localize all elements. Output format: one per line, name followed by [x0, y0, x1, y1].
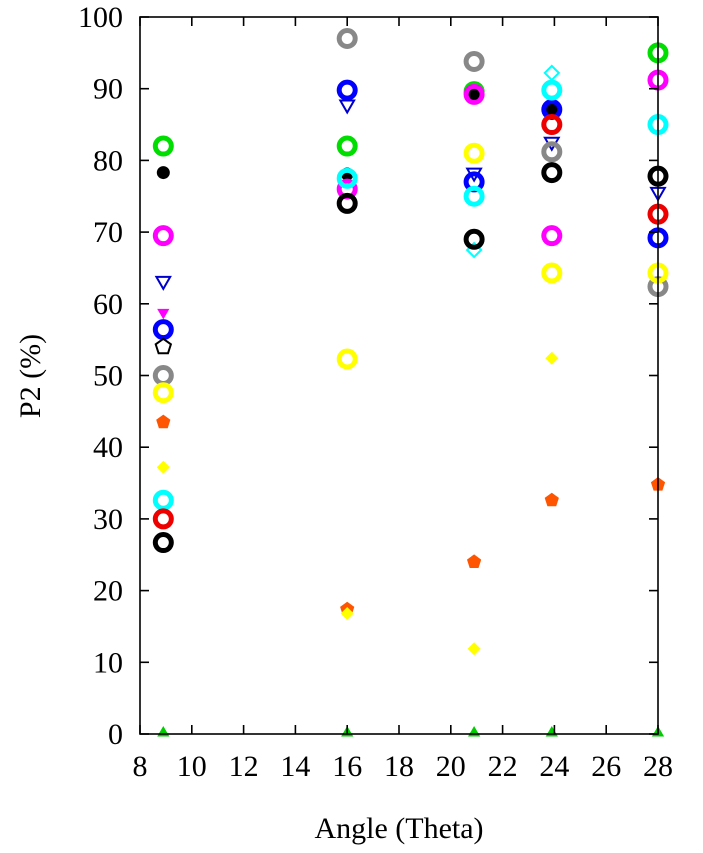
data-point-s11-3 — [541, 79, 563, 101]
data-point-s1-0 — [156, 166, 170, 180]
data-point-s12-1 — [543, 64, 561, 82]
data-point-s14-3 — [541, 162, 563, 184]
data-point-s10-1 — [340, 607, 354, 620]
data-point-s10-3 — [545, 351, 559, 365]
data-point-s4-0 — [157, 308, 170, 320]
data-point-s14-1 — [336, 192, 358, 214]
y-axis-title: P2 (%) — [14, 334, 47, 418]
y-tick-label: 0 — [108, 718, 123, 751]
data-point-s11-1 — [336, 167, 358, 189]
data-point-s7-3 — [541, 141, 563, 163]
data-point-s15-2 — [468, 726, 481, 737]
data-point-s11-2 — [463, 185, 485, 207]
data-point-s8-2 — [463, 142, 485, 164]
data-point-s0-1 — [336, 135, 358, 157]
data-point-s2-2 — [463, 83, 485, 105]
x-tick-label: 12 — [229, 750, 259, 783]
data-points — [152, 28, 669, 737]
data-point-s11-0 — [152, 489, 174, 511]
data-point-s10-0 — [156, 460, 170, 474]
data-point-s13-0 — [152, 508, 174, 530]
data-point-s8-0 — [152, 382, 174, 404]
data-point-s7-0 — [152, 365, 174, 386]
x-tick-label: 8 — [133, 750, 148, 783]
data-point-s5-0 — [152, 319, 174, 341]
data-point-s2-3 — [541, 225, 563, 247]
x-tick-label: 14 — [280, 750, 310, 783]
data-point-s9-3 — [544, 492, 559, 507]
y-tick-label: 50 — [93, 360, 123, 393]
y-tick-label: 20 — [93, 575, 123, 608]
x-tick-label: 18 — [384, 750, 414, 783]
data-point-s7-1 — [336, 28, 358, 50]
y-tick-label: 100 — [78, 1, 123, 34]
y-tick-label: 90 — [93, 73, 123, 106]
y-tick-label: 60 — [93, 288, 123, 321]
data-point-s14-2 — [463, 228, 485, 250]
data-point-s8-3 — [541, 262, 563, 284]
plot-frame — [139, 16, 659, 735]
x-tick-label: 28 — [643, 750, 673, 783]
x-tick-label: 24 — [539, 750, 569, 783]
x-tick-label: 10 — [177, 750, 207, 783]
y-tick-label: 80 — [93, 144, 123, 177]
data-point-s9-2 — [467, 554, 482, 568]
y-tick-label: 40 — [93, 431, 123, 464]
data-point-s8-1 — [336, 348, 358, 370]
data-point-s10-2 — [467, 642, 481, 656]
x-tick-label: 16 — [332, 750, 362, 783]
data-point-s7-2 — [463, 50, 485, 72]
y-axis: 0 10 20 30 40 50 60 70 80 90 100 — [78, 1, 658, 751]
x-tick-label: 20 — [436, 750, 466, 783]
y-tick-label: 30 — [93, 503, 123, 536]
data-point-s9-0 — [156, 414, 171, 429]
data-point-s14-0 — [152, 532, 174, 554]
data-point-s3-1 — [338, 99, 356, 115]
data-point-s15-0 — [157, 726, 170, 737]
data-point-s13-1 — [541, 114, 563, 136]
data-point-s0-0 — [152, 135, 174, 157]
y-tick-label: 10 — [93, 646, 123, 679]
data-point-s6-0 — [154, 337, 173, 355]
data-point-s3-0 — [154, 275, 172, 291]
data-point-s1-2 — [467, 87, 481, 101]
data-point-s5-1 — [336, 79, 358, 101]
y-tick-label: 70 — [93, 216, 123, 249]
data-point-s15-3 — [545, 726, 558, 737]
x-axis: 8 10 12 14 16 18 20 22 24 26 28 — [133, 17, 673, 783]
x-tick-label: 26 — [591, 750, 621, 783]
data-point-s2-0 — [152, 225, 174, 247]
x-tick-label: 22 — [488, 750, 518, 783]
data-point-s1-3 — [545, 102, 559, 116]
x-axis-title: Angle (Theta) — [314, 812, 483, 845]
